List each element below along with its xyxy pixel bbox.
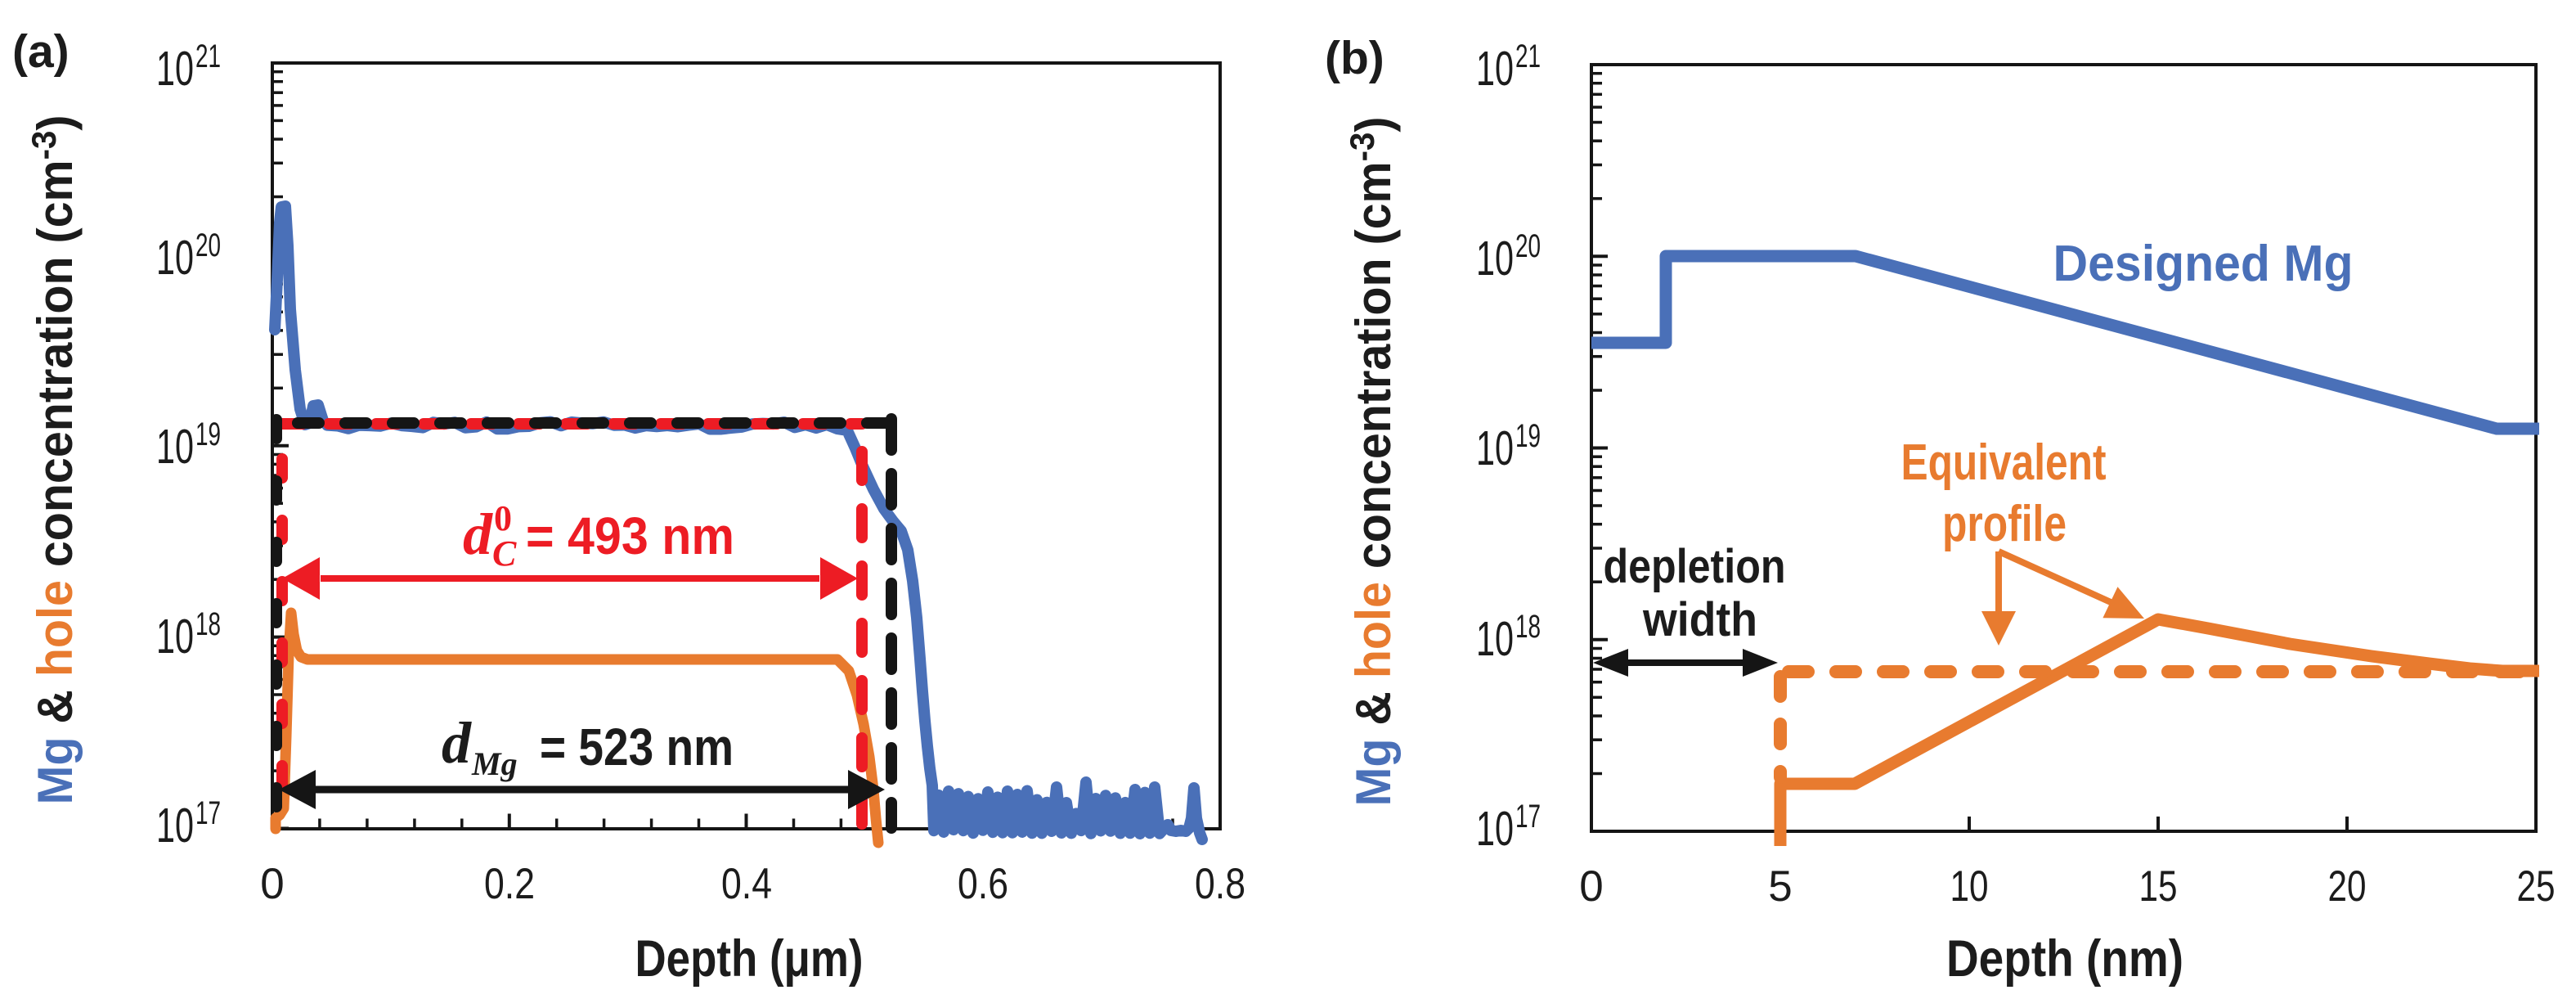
svg-text:0: 0	[260, 860, 284, 908]
svg-text:width: width	[1642, 593, 1757, 646]
svg-text:1021: 1021	[156, 38, 221, 96]
svg-text:1020: 1020	[1476, 228, 1541, 286]
svg-text:Depth (μm): Depth (μm)	[635, 930, 864, 988]
svg-text:25: 25	[2517, 862, 2556, 911]
svg-text:depletion: depletion	[1604, 540, 1786, 593]
svg-text:0.6: 0.6	[958, 860, 1008, 908]
svg-text:1019: 1019	[1476, 418, 1541, 475]
svg-text:0: 0	[1579, 862, 1603, 911]
svg-text:= 523 nm: = 523 nm	[540, 718, 734, 776]
svg-text:1017: 1017	[156, 795, 221, 853]
svg-text:1018: 1018	[1476, 609, 1541, 666]
svg-text:0.2: 0.2	[484, 860, 535, 908]
svg-text:Designed Mg: Designed Mg	[2053, 236, 2354, 292]
svg-text:20: 20	[2328, 862, 2367, 911]
svg-text:1019: 1019	[156, 416, 221, 474]
svg-text:Equivalent: Equivalent	[1901, 434, 2107, 491]
svg-text:1020: 1020	[156, 227, 221, 285]
svg-text:d: d	[463, 502, 493, 567]
svg-text:Mg: Mg	[471, 745, 518, 782]
svg-text:1021: 1021	[1476, 38, 1541, 96]
svg-text:0.8: 0.8	[1195, 860, 1245, 908]
svg-text:10: 10	[1950, 862, 1989, 911]
svg-text:Mg & hole concentration (cm-3): Mg & hole concentration (cm-3)	[1343, 117, 1401, 807]
svg-text:d: d	[442, 710, 472, 776]
svg-text:5: 5	[1768, 862, 1792, 911]
svg-text:= 493 nm: = 493 nm	[526, 506, 734, 565]
svg-text:0: 0	[494, 498, 512, 538]
svg-text:profile: profile	[1942, 496, 2067, 552]
svg-text:C: C	[492, 533, 517, 574]
svg-text:(b): (b)	[1325, 32, 1384, 84]
svg-text:1018: 1018	[156, 606, 221, 664]
svg-text:Mg & hole concentration (cm-3): Mg & hole concentration (cm-3)	[25, 115, 83, 805]
svg-text:0.4: 0.4	[721, 860, 772, 908]
svg-text:15: 15	[2139, 862, 2178, 911]
svg-text:(a): (a)	[12, 25, 70, 78]
svg-text:Depth (nm): Depth (nm)	[1946, 930, 2183, 988]
svg-text:1017: 1017	[1476, 799, 1541, 856]
